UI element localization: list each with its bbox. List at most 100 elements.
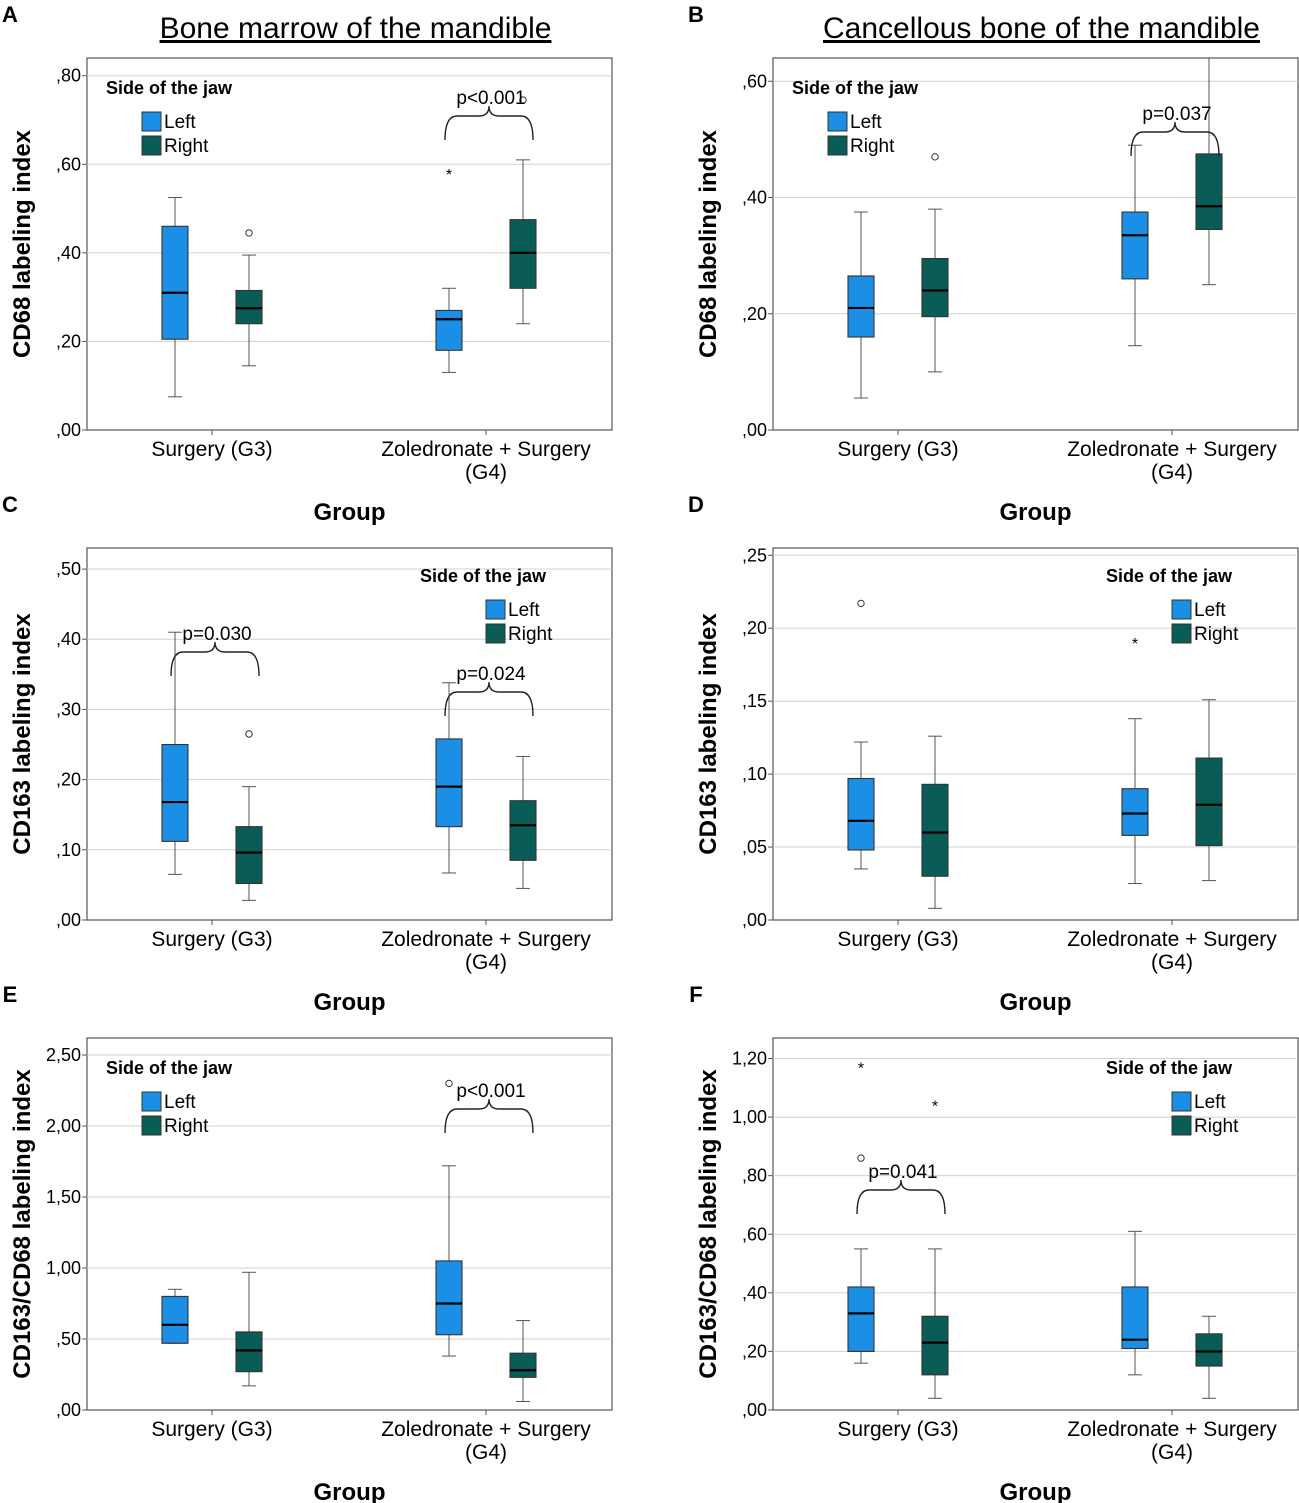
y-tick-label: ,20 [742,304,767,324]
y-axis-title: CD163/CD68 labeling index [695,1069,722,1379]
x-category-label: Surgery (G3) [837,928,958,951]
legend-swatch-right [1171,623,1192,644]
box-left-g3 [161,197,189,398]
chart-panel-a: A Bone marrow of the mandible ,00 ,20 ,40 ,60… [2,2,613,526]
box-iqr [235,826,263,885]
box-right-g3 [235,730,263,901]
legend: Side of the jaw Left Right [1106,566,1239,645]
box-left-g4: * [1121,636,1149,885]
box-right-g4 [509,755,537,889]
panel-letter: A [2,2,18,27]
legend-label-left: Left [508,600,540,621]
significance-annotation: p<0.001 [444,88,534,141]
box-right-g4 [1195,57,1223,286]
x-category-label-line1: Zoledronate + Surgery [381,928,591,951]
box-iqr [847,275,875,338]
y-tick-label: 1,20 [732,1049,767,1069]
legend-swatch-right [1171,1115,1192,1136]
significance-annotation: p<0.001 [444,1081,534,1134]
y-tick-label: 1,00 [732,1107,767,1127]
chart-panel-b: B Cancellous bone of the mandible ,00 ,20 ,4… [688,2,1299,526]
box-left-g4: * [435,167,463,373]
y-tick-label: ,00 [56,910,81,930]
legend-swatch-left [141,111,162,132]
y-tick-label: ,50 [56,559,81,579]
chart-panel-f: F ,00 ,20 ,40 ,60 ,80 1,00 1,20 Surgery (G3) Zole… [689,982,1299,1503]
box-right-g3 [921,153,949,373]
y-tick-label: 2,50 [46,1045,81,1065]
panel-letter: B [688,2,704,27]
p-value-label: p=0.030 [182,624,251,645]
x-category-label: Surgery (G3) [151,1418,272,1441]
panel-letter: E [3,982,18,1007]
legend-swatch-left [485,599,506,620]
legend-swatch-right [141,1115,162,1136]
y-tick-label: ,00 [56,1400,81,1420]
legend-label-right: Right [850,136,895,157]
x-category-label-line1: Zoledronate + Surgery [381,438,591,461]
y-tick-label: ,20 [56,331,81,351]
x-category-label-line2: (G4) [1151,1441,1193,1464]
y-tick-label: ,40 [742,1283,767,1303]
legend-label-left: Left [164,1092,196,1113]
legend-title: Side of the jaw [792,78,919,98]
y-tick-label: ,50 [56,1329,81,1349]
legend-label-right: Right [164,1116,209,1137]
chart-panel-e: E ,00 ,50 1,00 1,50 2,00 2,50 Surgery (G3) Zoled… [3,982,613,1503]
box-right-g4 [1195,1315,1223,1399]
p-value-label: p=0.037 [1142,104,1211,125]
box-iqr [1121,788,1149,836]
chart-panel-c: C ,00 ,10 ,20 ,30 ,40 ,50 Surgery (G3) Zoledrona… [2,492,613,1016]
box-right-g3 [235,229,263,367]
x-category-label-line1: Zoledronate + Surgery [1067,1418,1277,1441]
x-axis-title: Group [1000,1479,1072,1503]
box-iqr [235,1331,263,1373]
x-category-label-line1: Zoledronate + Surgery [1067,928,1277,951]
y-tick-label: ,10 [742,764,767,784]
extreme-point: * [1132,636,1138,653]
x-category-label: Surgery (G3) [837,1418,958,1441]
legend: Side of the jaw Left Right [792,78,919,157]
box-iqr [509,800,537,861]
legend-label-right: Right [1194,624,1239,645]
legend-swatch-left [1171,599,1192,620]
legend-title: Side of the jaw [1106,566,1233,586]
box-iqr [509,219,537,289]
plot-frame [86,1037,613,1411]
box-iqr [921,783,949,877]
significance-annotation: p=0.037 [1130,104,1220,157]
x-category-label-line2: (G4) [465,1441,507,1464]
extreme-point: * [858,1060,864,1077]
box-iqr [435,1260,463,1336]
legend-label-right: Right [164,136,209,157]
x-category-label-line1: Zoledronate + Surgery [381,1418,591,1441]
y-tick-label: 1,00 [46,1258,81,1278]
y-tick-label: 2,00 [46,1116,81,1136]
box-right-g3: * [921,1098,949,1399]
legend-swatch-right [141,135,162,156]
p-value-label: p<0.001 [456,1081,525,1102]
box-iqr [921,257,949,318]
box-iqr [235,289,263,325]
outlier-point [245,730,253,738]
legend-swatch-left [827,111,848,132]
y-axis-title: CD163 labeling index [9,613,36,855]
y-tick-label: ,60 [742,71,767,91]
box-left-g4 [435,682,463,874]
outlier-point [857,1154,865,1162]
y-tick-label: ,60 [56,154,81,174]
legend-swatch-right [485,623,506,644]
box-left-g4 [1121,1230,1149,1376]
p-value-label: p<0.001 [456,88,525,109]
x-axis-title: Group [314,1479,386,1503]
y-tick-label: ,00 [742,1400,767,1420]
panel-letter: F [689,982,702,1007]
legend-label-left: Left [850,112,882,133]
legend: Side of the jaw Left Right [1106,1058,1239,1137]
significance-brace [444,681,534,717]
extreme-point: * [932,1098,938,1115]
legend-title: Side of the jaw [420,566,547,586]
legend-label-right: Right [1194,1116,1239,1137]
box-right-g4 [509,1320,537,1402]
